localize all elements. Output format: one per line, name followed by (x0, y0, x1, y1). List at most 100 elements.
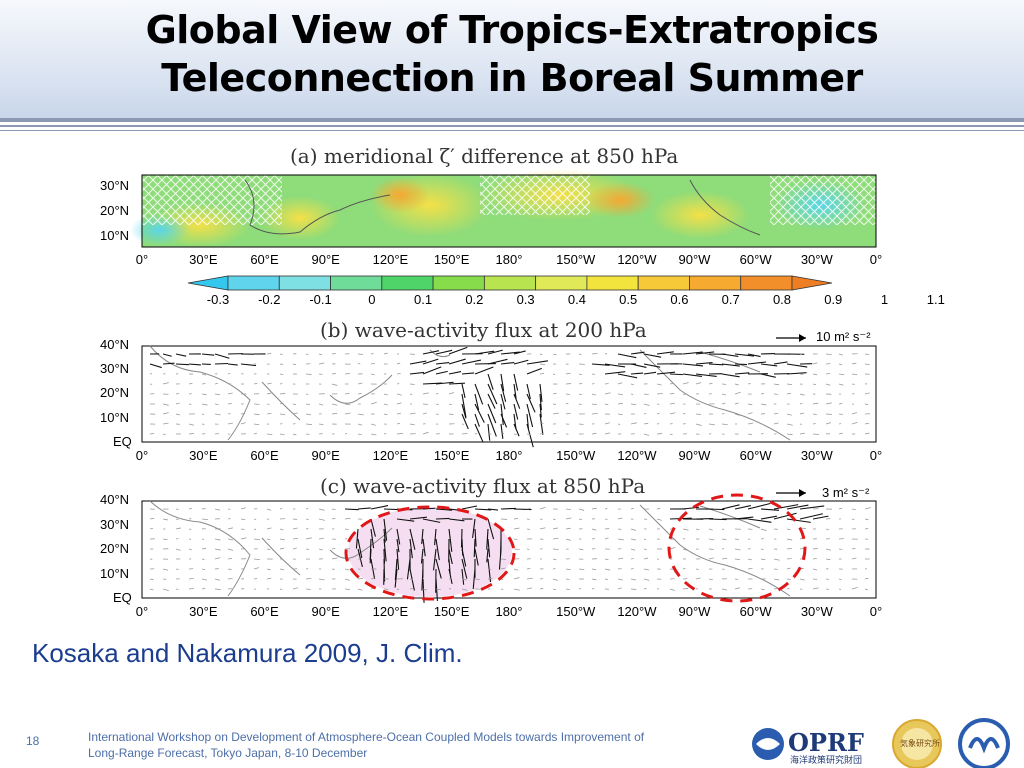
flux-vector (175, 568, 179, 571)
flux-vector (331, 508, 336, 510)
flux-vector (201, 373, 207, 376)
flux-vector (175, 538, 179, 540)
lon-label: 150°W (556, 252, 596, 267)
flux-vector (305, 423, 312, 425)
flux-vector (786, 587, 790, 590)
colorbar-label: 0.5 (619, 292, 638, 307)
flux-vector (565, 372, 571, 375)
flux-vector (487, 403, 497, 424)
flux-vector (461, 578, 467, 581)
flux-vector (305, 518, 309, 521)
flux-vector (539, 363, 546, 366)
footer-line1: International Workshop on Development of… (88, 730, 645, 744)
flux-vector (292, 587, 299, 590)
flux-vector (344, 412, 351, 415)
flux-vector (474, 366, 494, 375)
flux-vector (734, 516, 754, 520)
flux-vector (396, 528, 401, 545)
flux-vector (240, 413, 246, 415)
flux-vector (578, 508, 585, 511)
flux-vector (292, 547, 297, 550)
flux-vector (643, 587, 647, 590)
flux-vector (851, 412, 858, 415)
flux-vector (175, 588, 179, 591)
flux-vector (422, 412, 427, 415)
flux-vector (734, 587, 740, 590)
lon-label: 120°E (372, 604, 409, 619)
flux-vector (630, 403, 637, 406)
panel-b-flux-vectors (149, 346, 871, 448)
flux-vector (409, 528, 416, 550)
flux-vector (487, 568, 492, 571)
flux-vector (474, 413, 480, 427)
flux-vector (448, 371, 462, 375)
flux-vector (591, 507, 597, 510)
flux-vector (630, 393, 634, 395)
lon-label: 90°E (311, 604, 340, 619)
flux-vector (513, 423, 520, 437)
flux-vector (421, 528, 424, 545)
flux-vector (630, 372, 644, 375)
flux-vector (773, 578, 780, 581)
flux-vector (552, 373, 556, 375)
flux-vector (838, 432, 843, 435)
flux-vector (812, 423, 816, 425)
flux-vector (526, 577, 533, 580)
flux-vector (734, 558, 741, 561)
flux-vector (799, 578, 805, 581)
flux-vector (682, 351, 703, 355)
flux-vector (630, 578, 637, 581)
flux-vector (786, 538, 793, 541)
flux-vector (786, 567, 791, 570)
flux-vector (227, 538, 234, 541)
logo-seal (892, 719, 942, 768)
flux-vector (162, 588, 169, 591)
lon-label: 60°W (739, 448, 772, 463)
flux-vector (773, 512, 797, 520)
lon-label: 120°E (372, 252, 409, 267)
flux-vector (434, 528, 437, 546)
flux-vector (682, 588, 689, 590)
flux-vector (513, 350, 526, 355)
flux-vector (604, 371, 626, 375)
flux-vector (227, 558, 233, 560)
colorbar-label: -0.2 (258, 292, 281, 307)
lat-label: EQ (113, 590, 132, 605)
flux-vector (786, 383, 793, 385)
flux-vector (435, 508, 453, 511)
flux-vector (825, 422, 832, 425)
flux-vector (695, 382, 702, 385)
flux-vector (643, 578, 650, 581)
flux-vector (812, 433, 819, 435)
panel-c-flux-vectors (149, 502, 871, 603)
flux-vector (383, 352, 388, 355)
flux-vector (838, 373, 845, 376)
flux-vector (734, 353, 755, 357)
flux-vector (266, 392, 272, 395)
flux-vector (630, 528, 637, 531)
lon-label: 30°E (189, 448, 218, 463)
lon-label: 60°E (250, 448, 279, 463)
flux-vector (552, 353, 557, 356)
flux-vector (214, 353, 230, 359)
flux-vector (305, 548, 309, 550)
flux-vector (188, 507, 193, 510)
flux-vector (214, 403, 219, 405)
flux-vector (747, 558, 752, 561)
panel-c-map (141, 493, 877, 603)
flux-vector (396, 362, 401, 365)
flux-vector (760, 363, 778, 367)
flux-vector (214, 548, 221, 551)
flux-vector (695, 577, 701, 580)
flux-vector (383, 538, 387, 562)
flux-vector (394, 568, 398, 588)
flux-vector (578, 548, 584, 551)
flux-vector (292, 363, 297, 366)
flux-vector (513, 433, 518, 436)
flux-vector (357, 538, 363, 559)
flux-vector (682, 363, 704, 367)
flux-vector (552, 578, 558, 581)
flux-vector (498, 548, 502, 570)
flux-vector (760, 588, 765, 591)
flux-vector (656, 507, 661, 510)
